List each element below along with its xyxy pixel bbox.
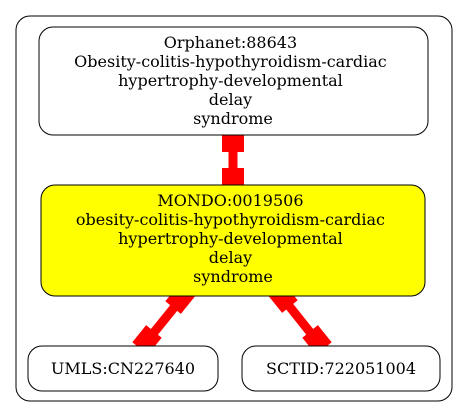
node-mondo-line-4: delay — [209, 248, 252, 267]
node-orphanet-line-3: hypertrophy-developmental — [118, 71, 343, 90]
node-mondo-label: MONDO:0019506 obesity-colitis-hypothyroi… — [76, 191, 390, 286]
node-mondo: MONDO:0019506 obesity-colitis-hypothyroi… — [40, 184, 426, 297]
node-sctid-label: SCTID:722051004 — [266, 359, 416, 378]
node-orphanet-label: Orphanet:88643 Obesity-colitis-hypothyro… — [74, 33, 392, 128]
node-umls-box — [27, 345, 219, 392]
node-orphanet-line-1: Orphanet:88643 — [164, 33, 297, 52]
node-mondo-line-3: hypertrophy-developmental — [118, 229, 343, 248]
node-mondo-line-5: syndrome — [193, 267, 273, 286]
node-orphanet-line-2: Obesity-colitis-hypothyroidism-cardiac — [74, 52, 387, 71]
node-orphanet-line-5: syndrome — [193, 109, 273, 128]
node-sctid-line-1: SCTID:722051004 — [266, 359, 416, 378]
node-orphanet-line-4: delay — [209, 90, 252, 109]
node-sctid: SCTID:722051004 — [241, 345, 441, 392]
node-umls-label: UMLS:CN227640 — [51, 359, 195, 378]
edge-orphanet-to-mondo — [222, 131, 244, 189]
node-mondo-line-2: obesity-colitis-hypothyroidism-cardiac — [76, 210, 385, 229]
node-orphanet-box — [38, 26, 429, 136]
node-umls: UMLS:CN227640 — [27, 345, 219, 392]
node-umls-line-1: UMLS:CN227640 — [51, 359, 195, 378]
node-mondo-box — [40, 184, 426, 297]
node-orphanet: Orphanet:88643 Obesity-colitis-hypothyro… — [38, 26, 429, 136]
node-sctid-box — [241, 345, 441, 392]
node-mondo-line-1: MONDO:0019506 — [157, 191, 303, 210]
